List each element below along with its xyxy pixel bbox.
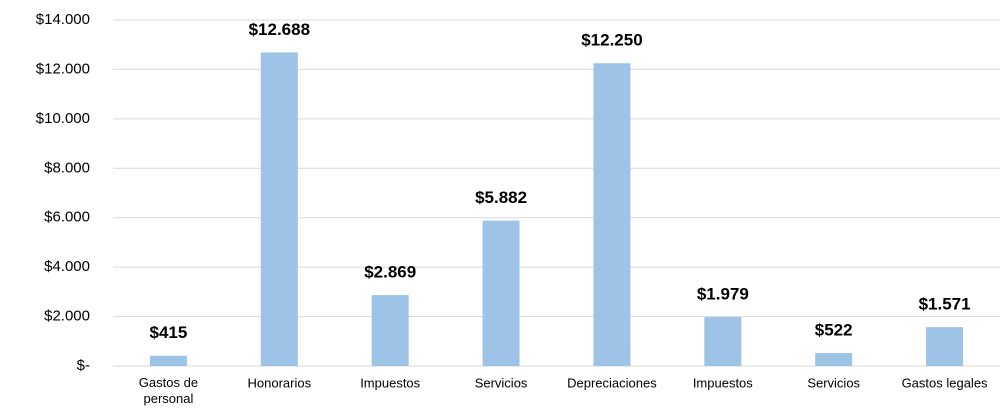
x-tick-label: Gastos legales [902, 375, 988, 390]
value-label: $12.250 [581, 31, 642, 50]
bar [149, 355, 187, 366]
bar [593, 63, 631, 366]
x-tick-label: Honorarios [248, 375, 312, 390]
bar [704, 317, 742, 366]
bar [371, 295, 409, 366]
y-tick-label: $- [77, 357, 90, 374]
x-tick-label: Servicios [807, 375, 860, 390]
bar [482, 220, 520, 366]
bar [926, 327, 964, 366]
x-tick-label: Depreciaciones [567, 375, 657, 390]
value-label: $2.869 [364, 263, 416, 282]
x-tick-label: Impuestos [693, 375, 753, 390]
y-tick-label: $10.000 [36, 110, 90, 127]
value-label: $415 [150, 323, 188, 342]
y-tick-label: $12.000 [36, 60, 90, 77]
bar [260, 52, 298, 367]
y-tick-label: $8.000 [44, 159, 90, 176]
x-tick-label: Impuestos [360, 375, 420, 390]
y-tick-label: $2.000 [44, 308, 90, 325]
bar [815, 353, 853, 366]
x-tick-label: Gastos de personal [139, 375, 198, 406]
value-label: $522 [815, 321, 853, 340]
y-tick-label: $14.000 [36, 11, 90, 28]
value-label: $1.979 [697, 285, 749, 304]
y-tick-label: $4.000 [44, 258, 90, 275]
value-label: $5.882 [475, 188, 527, 207]
y-tick-label: $6.000 [44, 209, 90, 226]
value-label: $1.571 [919, 295, 971, 314]
x-tick-label: Servicios [475, 375, 528, 390]
value-label: $12.688 [249, 20, 310, 39]
